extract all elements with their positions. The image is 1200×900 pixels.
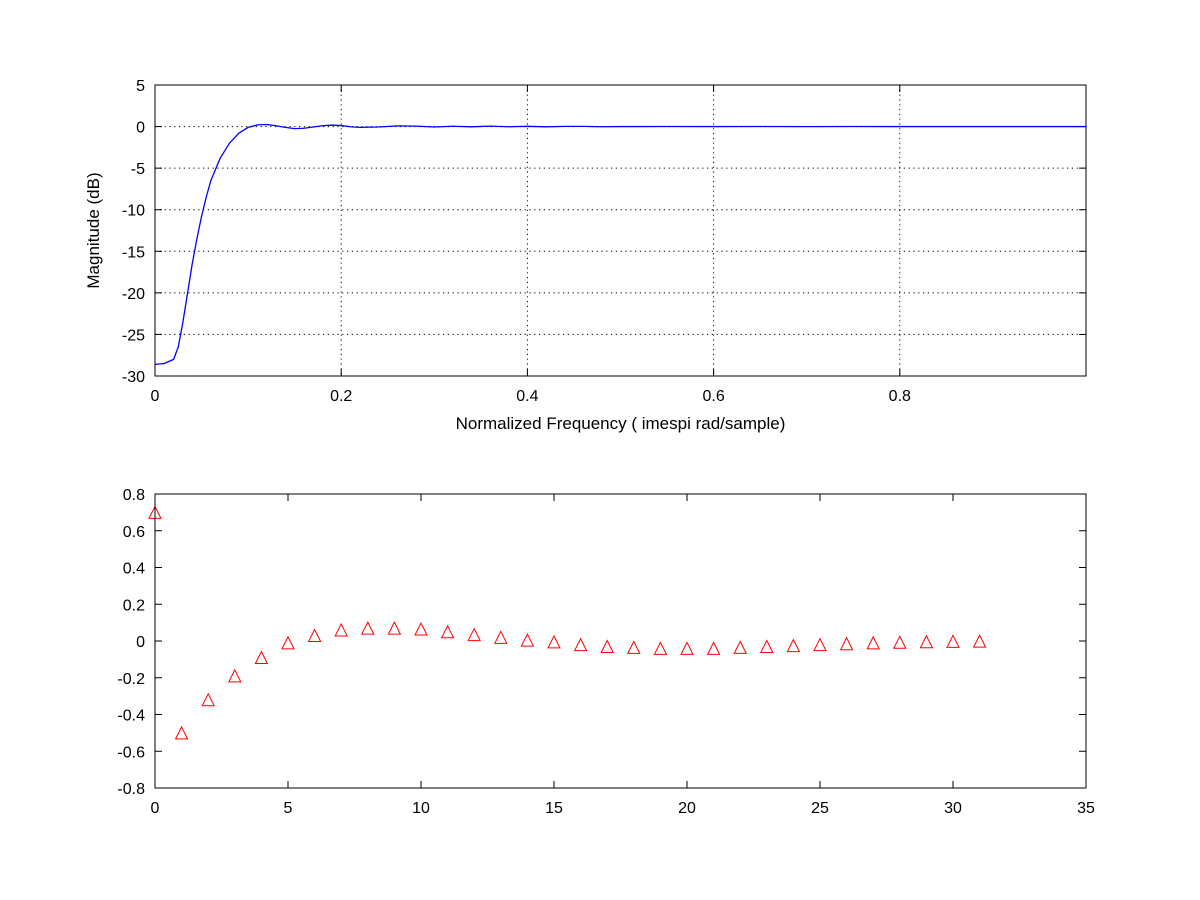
- magnitude-plot-y-tick-label: -15: [122, 244, 145, 261]
- magnitude-plot-x-tick-label: 0.6: [702, 388, 724, 405]
- impulse-plot-x-tick-label: 15: [545, 800, 563, 817]
- impulse-plot-y-tick-label: -0.2: [117, 671, 145, 688]
- impulse-response-marker: [493, 630, 508, 644]
- magnitude-plot-grid: [155, 85, 1086, 376]
- impulse-response-marker: [839, 636, 854, 651]
- impulse-response-marker: [334, 622, 349, 637]
- impulse-response-marker: [520, 632, 535, 647]
- magnitude-plot-x-tick-label: 0: [151, 388, 160, 405]
- magnitude-plot-y-tick-label: -25: [122, 327, 145, 344]
- impulse-plot: 0 5 10 15 20 25 30 35 0.8 0.6 0.4 0.2 0 -0.2 -0.4 -0.6…: [117, 487, 1095, 817]
- impulse-response-marker: [680, 641, 694, 655]
- impulse-response-marker: [866, 635, 881, 650]
- impulse-plot-y-tick-label: -0.6: [117, 744, 145, 761]
- magnitude-plot-y-tick-label: 0: [136, 120, 145, 137]
- impulse-response-marker: [573, 637, 588, 652]
- magnitude-plot-y-tick-label: 5: [136, 78, 145, 95]
- impulse-response-marker: [892, 635, 907, 649]
- impulse-plot-ticks: [154, 493, 1087, 789]
- impulse-response-marker: [387, 621, 402, 635]
- magnitude-plot-y-tick-label: -20: [122, 286, 145, 303]
- magnitude-plot-x-tick-label: 0.8: [889, 388, 911, 405]
- impulse-response-marker: [467, 627, 482, 642]
- impulse-response-marker: [281, 635, 295, 650]
- impulse-plot-x-tick-label: 20: [678, 800, 696, 817]
- impulse-response-marker: [786, 638, 801, 653]
- impulse-response-marker: [414, 621, 428, 636]
- impulse-response-marker: [440, 624, 455, 639]
- magnitude-plot-y-axis-title: Magnitude (dB): [84, 172, 103, 288]
- impulse-response-marker: [254, 650, 269, 665]
- magnitude-plot-x-tick-label: 0.2: [330, 388, 352, 405]
- impulse-plot-x-tick-label: 5: [284, 800, 293, 817]
- magnitude-plot-frame: [154, 84, 1087, 377]
- impulse-plot-y-tick-label: 0.2: [123, 597, 145, 614]
- impulse-response-marker: [972, 634, 987, 648]
- impulse-response-marker: [600, 639, 615, 654]
- impulse-plot-y-tick-label: 0.6: [123, 524, 145, 541]
- impulse-response-marker: [706, 641, 721, 655]
- impulse-response-marker: [653, 641, 668, 655]
- magnitude-plot: 0 0.2 0.4 0.6 0.8 5 0 -5 -10 -15 -20 -25 -30 Normal…: [84, 78, 1087, 433]
- impulse-plot-frame: [154, 493, 1087, 789]
- magnitude-plot-y-tick-label: -10: [122, 203, 145, 220]
- magnitude-plot-y-tick-label: -5: [131, 161, 145, 178]
- impulse-plot-y-tick-labels: 0.8 0.6 0.4 0.2 0 -0.2 -0.4 -0.6 -0.8: [117, 487, 145, 798]
- impulse-response-marker: [547, 634, 561, 649]
- magnitude-plot-x-tick-label: 0.4: [516, 388, 538, 405]
- impulse-response-marker: [227, 668, 242, 683]
- impulse-plot-y-tick-label: 0: [136, 634, 145, 651]
- impulse-plot-x-tick-labels: 0 5 10 15 20 25 30 35: [151, 800, 1095, 817]
- impulse-response-marker: [813, 637, 827, 652]
- impulse-plot-series: [148, 505, 987, 740]
- impulse-plot-x-tick-label: 30: [944, 800, 962, 817]
- impulse-plot-y-tick-label: 0.4: [123, 561, 145, 578]
- magnitude-plot-series: [154, 123, 1086, 366]
- impulse-response-marker: [201, 692, 216, 707]
- magnitude-plot-x-tick-labels: 0 0.2 0.4 0.6 0.8: [151, 388, 911, 405]
- impulse-response-marker: [759, 639, 774, 654]
- magnitude-response-line: [154, 123, 1086, 366]
- impulse-plot-x-tick-label: 25: [811, 800, 829, 817]
- impulse-response-marker: [946, 634, 960, 648]
- magnitude-plot-y-tick-labels: 5 0 -5 -10 -15 -20 -25 -30: [122, 78, 145, 386]
- impulse-plot-x-tick-label: 0: [151, 800, 160, 817]
- impulse-response-marker: [174, 725, 189, 740]
- magnitude-plot-x-axis-title: Normalized Frequency ( imespi rad/sample…: [456, 414, 786, 433]
- magnitude-plot-y-tick-label: -30: [122, 369, 145, 386]
- impulse-plot-x-tick-label: 35: [1077, 800, 1095, 817]
- impulse-plot-y-tick-label: -0.8: [117, 781, 145, 798]
- impulse-response-marker: [919, 634, 934, 649]
- impulse-plot-y-tick-label: -0.4: [117, 708, 145, 725]
- impulse-response-marker: [360, 621, 375, 635]
- impulse-plot-x-tick-label: 10: [412, 800, 430, 817]
- impulse-plot-y-tick-label: 0.8: [123, 487, 145, 504]
- impulse-response-marker: [307, 628, 322, 642]
- impulse-response-marker: [733, 640, 748, 654]
- impulse-response-marker: [626, 640, 641, 654]
